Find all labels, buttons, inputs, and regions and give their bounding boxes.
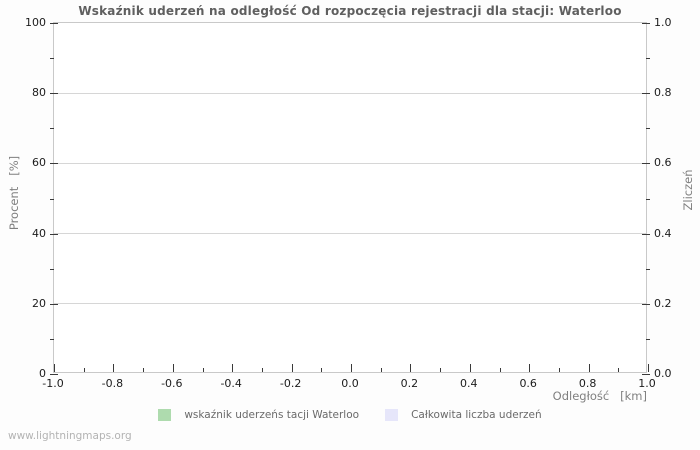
x-tick-label: 0.8	[578, 377, 597, 390]
x-tick-mark	[113, 364, 115, 372]
y-right-tick-label: 1.0	[654, 16, 672, 29]
legend-label: Całkowita liczba uderzeń	[411, 409, 542, 421]
x-tick-mark	[469, 364, 471, 372]
y-left-minor-tick-mark	[50, 58, 54, 60]
y-left-minor-tick-mark	[50, 198, 54, 200]
x-tick-label: 0.0	[341, 377, 359, 390]
x-tick-mark	[54, 364, 55, 372]
x-tick-mark	[529, 364, 531, 372]
y-right-tick-mark	[642, 93, 650, 95]
x-tick-mark	[351, 364, 352, 372]
y-left-minor-tick-mark	[50, 128, 54, 130]
x-tick-mark	[232, 364, 234, 372]
grid-line	[54, 162, 646, 164]
y-left-tick-mark	[50, 163, 58, 165]
y-left-tick-mark	[50, 233, 58, 235]
x-minor-tick-mark	[143, 368, 145, 372]
x-minor-tick-mark	[380, 368, 382, 372]
x-tick-label: -0.6	[161, 377, 183, 390]
y-right-minor-tick-mark	[646, 268, 650, 270]
y-right-minor-tick-mark	[646, 58, 650, 60]
y-right-tick-mark	[642, 233, 650, 235]
x-tick-label: -0.2	[279, 377, 302, 390]
x-tick-label: 0.2	[400, 377, 419, 390]
grid-line	[54, 92, 646, 94]
x-tick-mark	[291, 364, 293, 372]
y-left-tick-label: 80	[32, 86, 46, 100]
y-left-tick-label: 60	[32, 156, 46, 170]
x-tick-mark	[648, 364, 649, 372]
y-left-minor-tick-mark	[50, 268, 54, 270]
legend-swatch-lavender	[385, 409, 399, 421]
y-right-minor-tick-mark	[646, 128, 650, 130]
x-minor-tick-mark	[83, 368, 85, 372]
x-tick-mark	[588, 364, 590, 372]
y-left-tick-mark	[50, 93, 58, 95]
legend-item-station-rate: wskaźnik uderzeńs tacji Waterloo	[158, 409, 359, 421]
x-minor-tick-mark	[202, 368, 204, 372]
y-left-tick-label: 0	[39, 367, 46, 380]
y-right-tick-label: 0.8	[654, 86, 672, 100]
x-tick-label: -1.0	[42, 377, 64, 390]
x-minor-tick-mark	[618, 368, 620, 372]
y-right-tick-mark	[642, 374, 650, 375]
watermark-url: www.lightningmaps.org	[8, 430, 132, 442]
y-right-minor-tick-mark	[646, 338, 650, 340]
x-tick-label: 0.4	[460, 377, 478, 390]
x-tick-label: 0.6	[519, 377, 537, 390]
y-left-tick-mark	[50, 374, 58, 375]
y-left-tick-label: 100	[25, 16, 46, 29]
x-minor-tick-mark	[261, 368, 263, 372]
y-left-tick-label: 40	[32, 226, 46, 240]
grid-line	[54, 303, 646, 305]
x-minor-tick-mark	[558, 368, 560, 372]
y-right-tick-mark	[642, 163, 650, 165]
y-right-tick-label: 0.0	[654, 367, 672, 380]
x-minor-tick-mark	[499, 368, 501, 372]
legend-label: wskaźnik uderzeńs tacji Waterloo	[184, 409, 360, 421]
y-right-tick-label: 0.4	[654, 226, 672, 240]
plot-area	[50, 22, 650, 375]
x-axis-title: Odległość [km]	[552, 389, 647, 403]
x-tick-mark	[410, 364, 412, 372]
grid-line	[54, 233, 646, 235]
y-right-minor-tick-mark	[646, 198, 650, 200]
y-right-tick-mark	[642, 23, 650, 24]
x-tick-label: -0.8	[101, 377, 124, 390]
legend-swatch-green	[158, 409, 172, 421]
y-right-tick-label: 0.2	[654, 296, 672, 310]
y-left-minor-tick-mark	[50, 338, 54, 340]
legend-item-total-strikes: Całkowita liczba uderzeń	[385, 409, 542, 421]
x-tick-label: -0.4	[220, 377, 242, 390]
x-minor-tick-mark	[321, 368, 323, 372]
legend: wskaźnik uderzeńs tacji Waterloo Całkowi…	[0, 409, 700, 421]
y-left-tick-label: 20	[32, 296, 46, 310]
chart-title: Wskaźnik uderzeń na odległość Od rozpocz…	[78, 4, 622, 18]
y-left-tick-mark	[50, 303, 58, 305]
x-minor-tick-mark	[440, 368, 442, 372]
x-tick-label: 1.0	[638, 377, 656, 390]
x-tick-mark	[172, 364, 174, 372]
y-right-tick-mark	[642, 303, 650, 305]
y-left-tick-mark	[50, 23, 58, 24]
y-right-tick-label: 0.6	[654, 156, 672, 170]
